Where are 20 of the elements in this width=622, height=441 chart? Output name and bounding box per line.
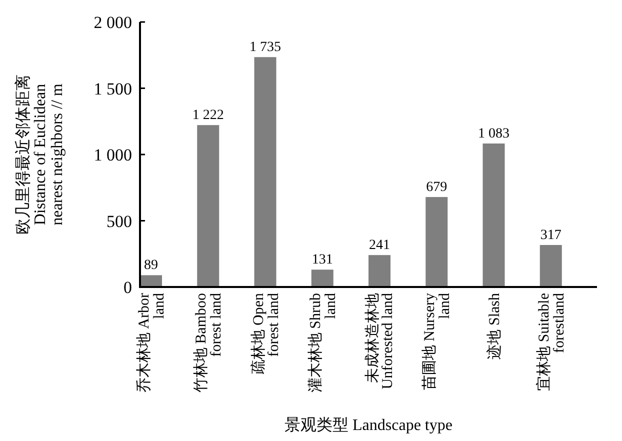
x-tick-label: 乔木林地 Arbor land [136, 292, 168, 393]
data-label: 241 [369, 238, 390, 254]
x-tick-label: 迹地 Slash [486, 292, 503, 360]
y-tick-label: 0 [124, 278, 132, 297]
y-tick-label: 500 [106, 212, 132, 231]
data-label: 679 [426, 180, 448, 196]
x-tick-label: 灌木林地 Shrub land [306, 292, 339, 393]
x-axis-title: 景观类型 Landscape type [284, 416, 452, 434]
y-tick-label: 2 000 [94, 13, 132, 32]
data-label: 1 222 [192, 108, 224, 124]
y-tick-label: 1 500 [94, 79, 132, 98]
data-label: 1 083 [478, 126, 510, 142]
x-tick-label: 宜林地 Suitable forestland [535, 292, 568, 391]
data-label: 317 [540, 228, 562, 243]
x-tick-label: 苗圃地 Nursery land [421, 292, 454, 390]
data-label: 131 [312, 252, 333, 268]
data-label: 1 735 [250, 40, 281, 56]
y-tick-label: 1 000 [94, 146, 132, 164]
y-axis-title: 欧几里得最近邻体距离 Distance of Euclidean nearest neighbors // m [14, 74, 66, 234]
data-label: 89 [144, 258, 158, 274]
